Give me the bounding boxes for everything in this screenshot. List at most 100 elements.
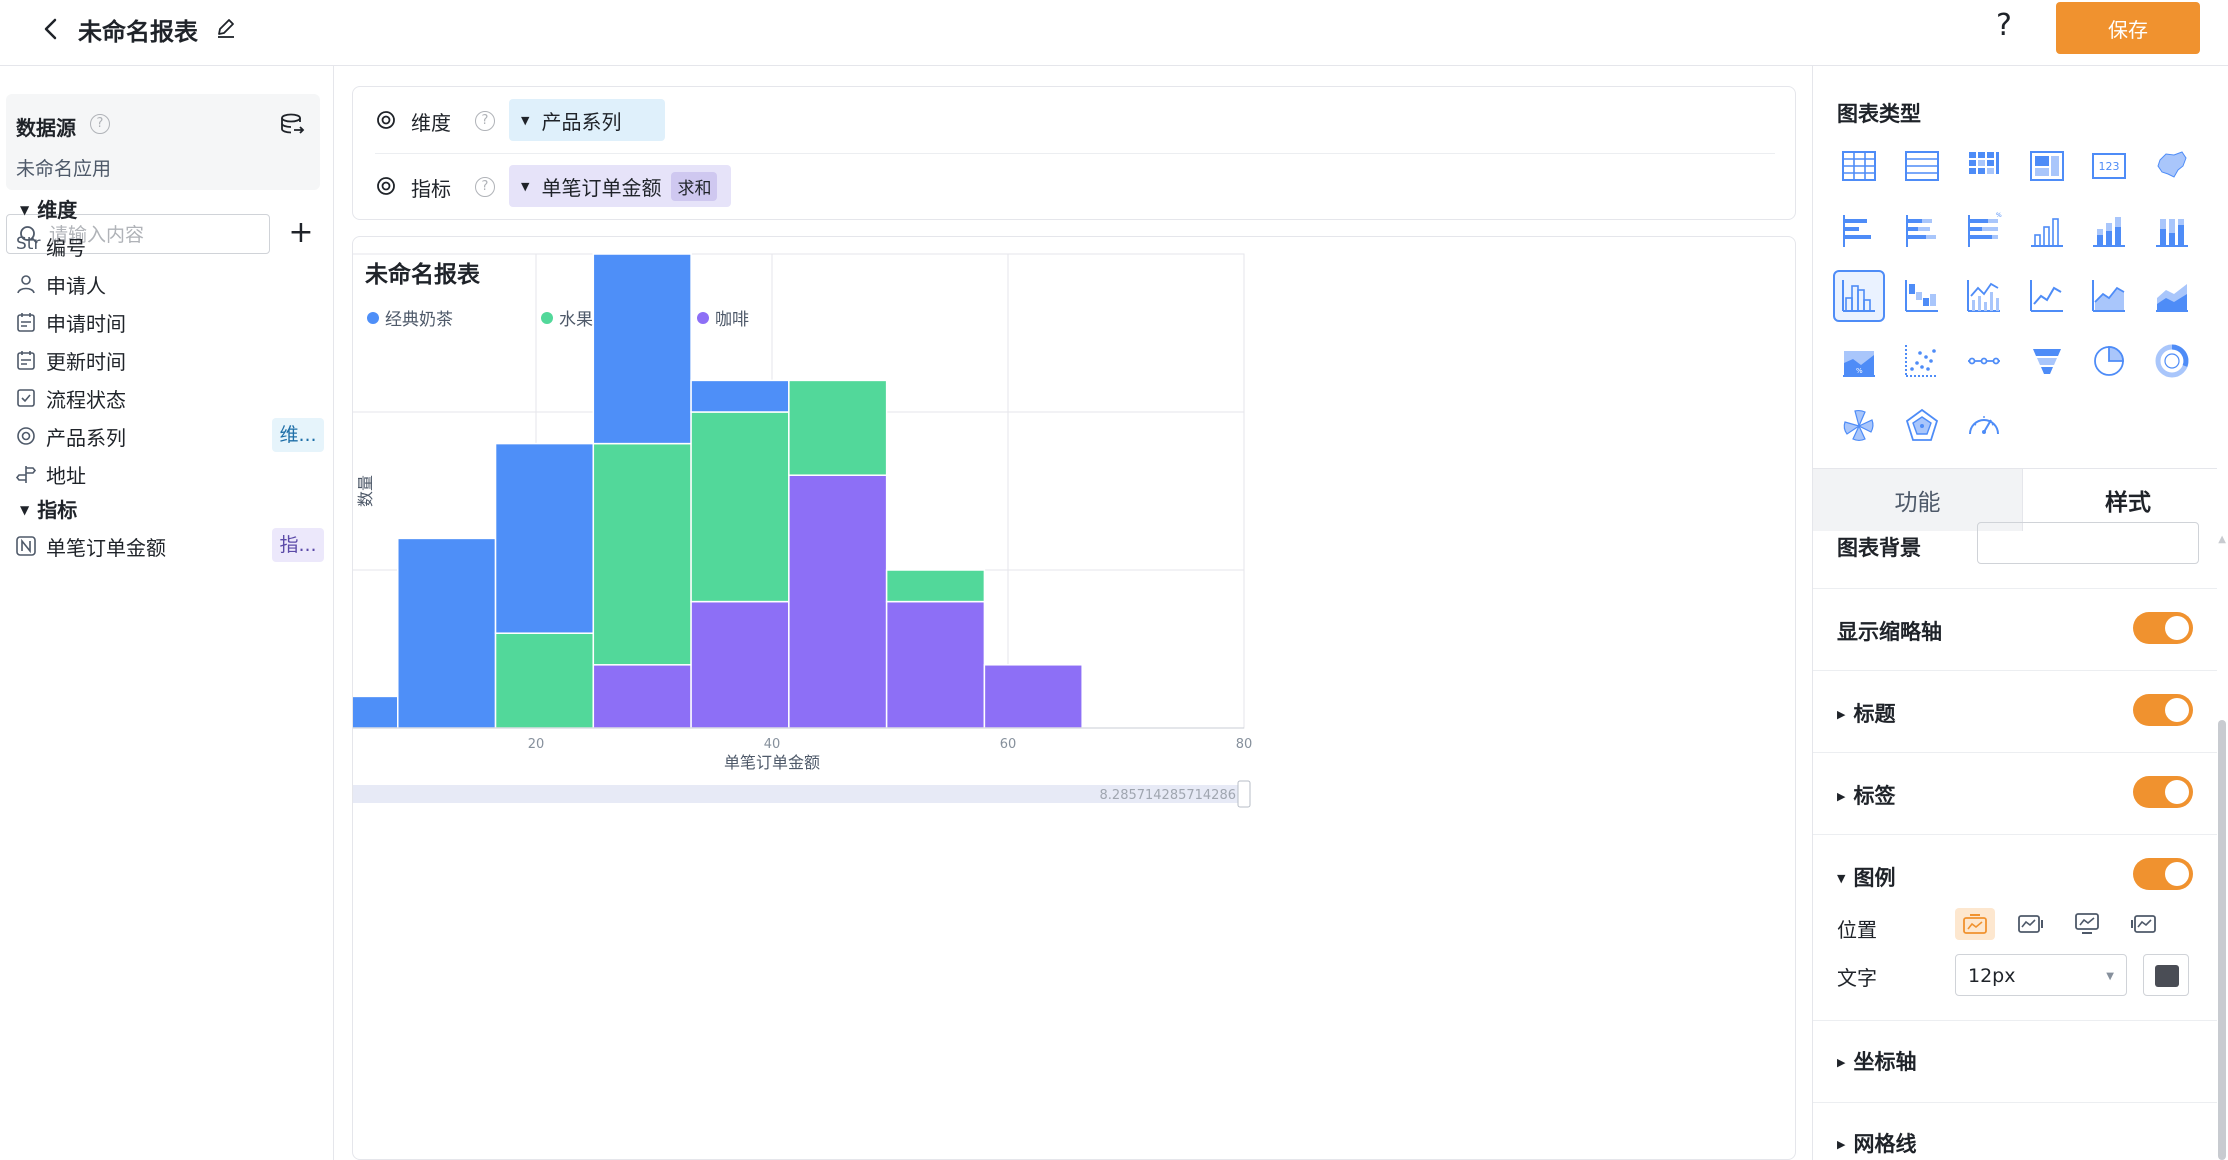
- aggregation-badge[interactable]: 求和: [671, 171, 718, 201]
- datasource-box: 数据源 ? 未命名应用: [6, 94, 320, 190]
- legend-item[interactable]: 经典奶茶: [367, 305, 453, 330]
- gauge-chart-icon[interactable]: [1958, 400, 2010, 452]
- indicator-card-icon[interactable]: 123: [2083, 140, 2135, 192]
- search-icon: [19, 225, 39, 245]
- legend-position-right-icon[interactable]: [2011, 908, 2051, 940]
- string-type-icon: Str: [16, 234, 41, 254]
- help-icon[interactable]: ?: [1996, 8, 2012, 43]
- y-axis-title: 数量: [356, 475, 375, 507]
- bar-horizontal-icon[interactable]: [1833, 205, 1885, 257]
- dimension-field-item[interactable]: 产品系列 维...: [14, 418, 324, 454]
- divider: [1813, 1020, 2217, 1021]
- donut-chart-icon[interactable]: [2146, 335, 2198, 387]
- dimension-field-item[interactable]: 申请人: [14, 266, 324, 302]
- caret-right-icon: ▶: [1837, 1138, 1846, 1151]
- metric-target-icon: [375, 175, 397, 197]
- grid-setting-row[interactable]: ▶ 网格线: [1837, 1114, 2193, 1160]
- legend-toggle[interactable]: [2133, 858, 2193, 890]
- scrollbar-thumb[interactable]: [2218, 720, 2226, 1160]
- dot-line-icon[interactable]: [1958, 335, 2010, 387]
- legend-setting-row[interactable]: ▼ 图例: [1837, 848, 2193, 908]
- combo-chart-icon[interactable]: [1958, 270, 2010, 322]
- help-circle-icon[interactable]: ?: [90, 114, 110, 134]
- legend-font-size-select[interactable]: 12px ▼: [1955, 954, 2127, 996]
- x-tick-label: 40: [764, 737, 781, 752]
- legend-position-left-icon[interactable]: [2123, 908, 2163, 940]
- detail-table-icon[interactable]: [1896, 140, 1948, 192]
- svg-text:123: 123: [2099, 160, 2120, 173]
- radar-chart-icon[interactable]: [1896, 400, 1948, 452]
- user-icon: [14, 272, 38, 296]
- save-button[interactable]: 保存: [2056, 2, 2200, 54]
- dimension-field-item[interactable]: Str 编号: [14, 228, 324, 264]
- metric-pill-label: 单笔订单金额: [541, 175, 662, 200]
- card-table-icon[interactable]: [2021, 140, 2073, 192]
- table-chart-icon[interactable]: [1833, 140, 1885, 192]
- divider: [1813, 588, 2217, 589]
- back-arrow-icon[interactable]: [36, 14, 66, 44]
- edit-pencil-icon[interactable]: [212, 14, 240, 42]
- font-color-swatch: [2155, 965, 2179, 987]
- histogram-bar: [353, 695, 399, 729]
- title-toggle[interactable]: [2133, 694, 2193, 726]
- histogram-icon[interactable]: [1833, 270, 1885, 322]
- legend-position-bottom-icon[interactable]: [2067, 908, 2107, 940]
- chart-bg-color-input[interactable]: [1977, 522, 2199, 564]
- zoom-slider-handle-right[interactable]: [1237, 780, 1251, 808]
- dimension-field-item[interactable]: 申请时间: [14, 304, 324, 340]
- title-setting-row[interactable]: ▶ 标题: [1837, 684, 2193, 744]
- number-icon: [14, 534, 38, 558]
- stacked-area-icon[interactable]: [2146, 270, 2198, 322]
- pie-chart-icon[interactable]: [2083, 335, 2135, 387]
- legend-font-color-picker[interactable]: [2143, 954, 2189, 996]
- stacked-column-icon[interactable]: [2083, 205, 2135, 257]
- scroll-up-arrow-icon[interactable]: ▲: [2218, 534, 2226, 545]
- metric-pill[interactable]: ▼ 单笔订单金额 求和: [509, 165, 731, 207]
- funnel-chart-icon[interactable]: [2021, 335, 2073, 387]
- field-label: 申请时间: [46, 312, 126, 336]
- column-chart-icon[interactable]: [2021, 205, 2073, 257]
- map-chart-icon[interactable]: [2146, 140, 2198, 192]
- report-title: 未命名报表: [78, 18, 198, 46]
- line-chart-icon[interactable]: [2021, 270, 2073, 322]
- pivot-table-icon[interactable]: [1958, 140, 2010, 192]
- percent-area-icon[interactable]: %: [1833, 335, 1885, 387]
- caret-down-icon: ▼: [1837, 872, 1846, 885]
- dimension-row: 维度 ? ▼ 产品系列: [375, 99, 1775, 143]
- datasource-app-name[interactable]: 未命名应用: [16, 158, 112, 180]
- database-switch-icon[interactable]: [278, 110, 306, 138]
- percent-column-icon[interactable]: [2146, 205, 2198, 257]
- axis-setting-row[interactable]: ▶ 坐标轴: [1837, 1032, 2193, 1092]
- rose-chart-icon[interactable]: [1833, 400, 1885, 452]
- dimension-field-item[interactable]: 更新时间: [14, 342, 324, 378]
- stacked-bar-horizontal-icon[interactable]: [1896, 205, 1948, 257]
- legend-item[interactable]: 咖啡: [697, 305, 749, 330]
- dimension-pill[interactable]: ▼ 产品系列: [509, 99, 665, 141]
- data-label-setting-row[interactable]: ▶ 标签: [1837, 766, 2193, 826]
- help-circle-icon[interactable]: ?: [475, 111, 495, 131]
- field-search-box: [6, 214, 270, 254]
- legend-position-top-icon[interactable]: [1955, 908, 1995, 940]
- caret-down-icon: ▼: [20, 203, 30, 217]
- chart-title: 未命名报表: [365, 262, 480, 288]
- data-label-toggle[interactable]: [2133, 776, 2193, 808]
- dimension-pill-label: 产品系列: [541, 109, 622, 134]
- legend-label: 咖啡: [715, 310, 749, 330]
- tab-function[interactable]: 功能: [1813, 469, 2023, 531]
- waterfall-icon[interactable]: [1896, 270, 1948, 322]
- field-search-input[interactable]: [49, 221, 259, 249]
- scatter-chart-icon[interactable]: [1896, 335, 1948, 387]
- thumbnail-axis-toggle[interactable]: [2133, 612, 2193, 644]
- percent-bar-horizontal-icon[interactable]: %: [1958, 205, 2010, 257]
- metric-group-toggle[interactable]: ▼ 指标: [20, 494, 77, 523]
- dimension-group-toggle[interactable]: ▼ 维度: [20, 194, 77, 223]
- add-field-button[interactable]: +: [288, 215, 314, 250]
- field-usage-tag: 指...: [272, 528, 324, 562]
- help-circle-icon[interactable]: ?: [475, 177, 495, 197]
- dimension-field-item[interactable]: 地址: [14, 456, 324, 492]
- metric-field-item[interactable]: 单笔订单金额 指...: [14, 528, 324, 564]
- area-chart-icon[interactable]: [2083, 270, 2135, 322]
- tab-style[interactable]: 样式: [2023, 469, 2228, 531]
- dimension-field-item[interactable]: 流程状态: [14, 380, 324, 416]
